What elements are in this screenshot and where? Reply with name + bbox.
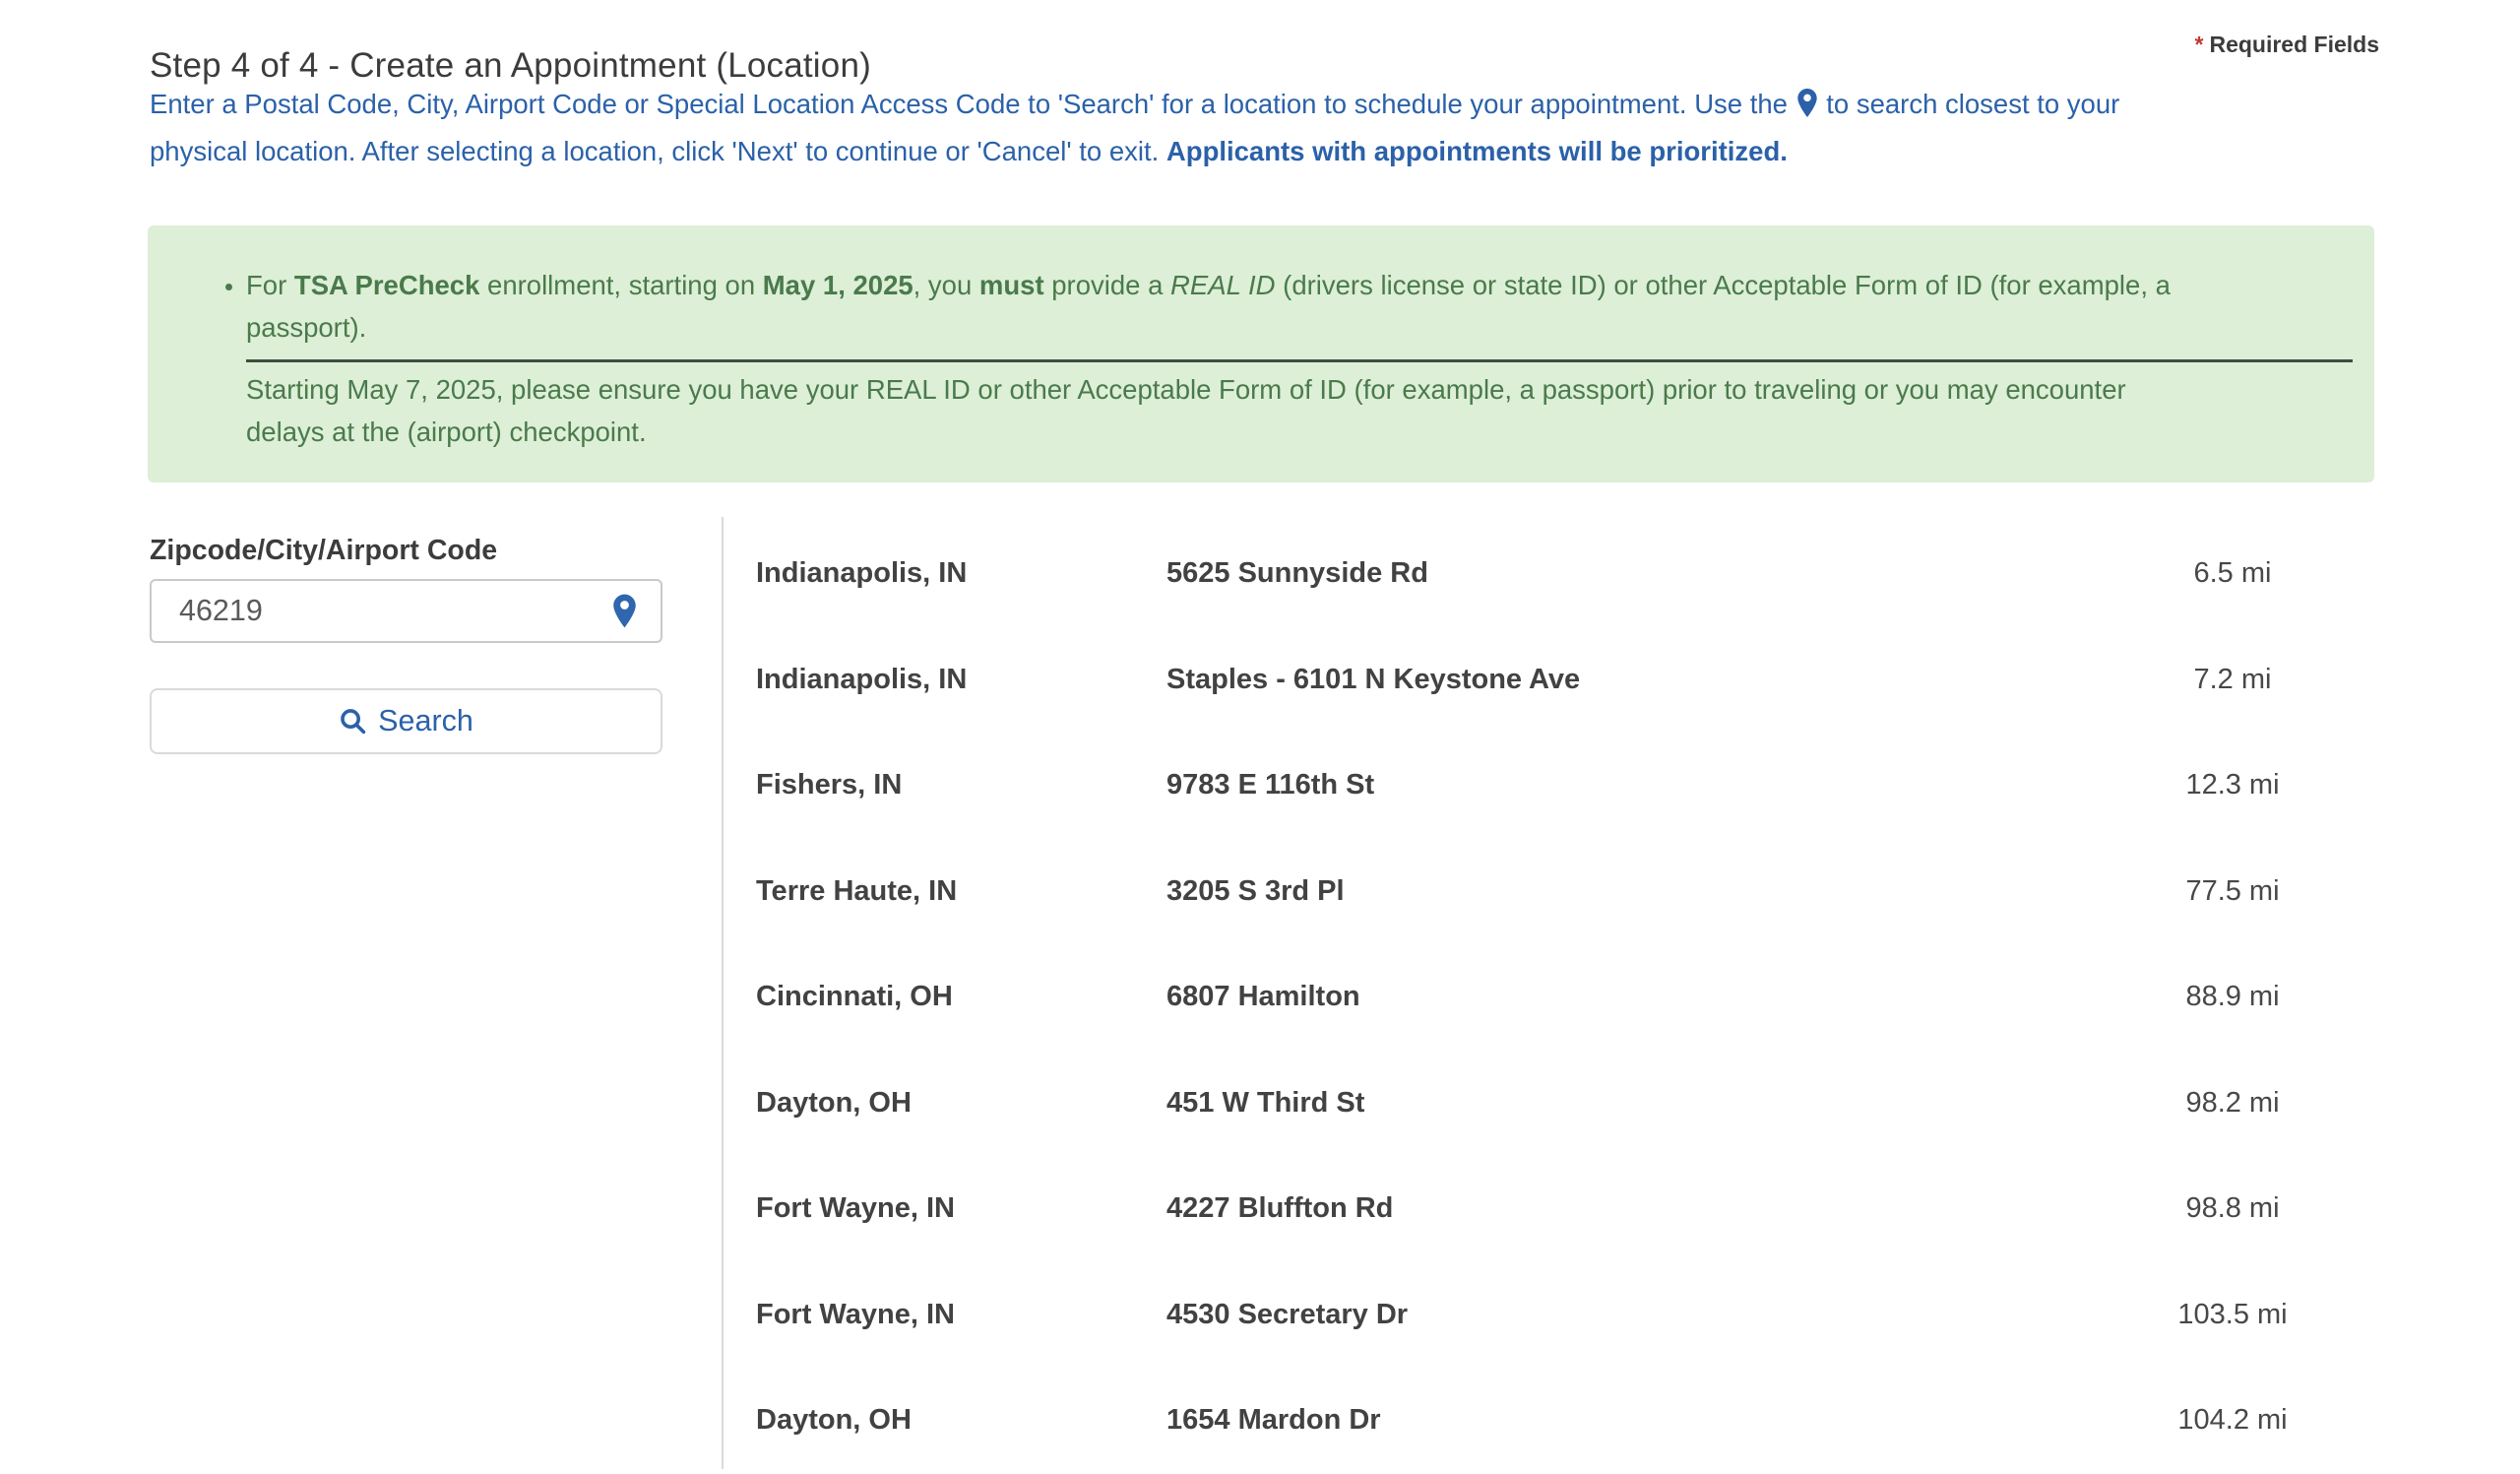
location-row[interactable]: Terre Haute, IN 3205 S 3rd Pl 77.5 mi [756, 839, 2390, 945]
location-distance: 12.3 mi [2185, 769, 2280, 801]
location-row[interactable]: Fort Wayne, IN 4227 Bluffton Rd 98.8 mi [756, 1156, 2390, 1262]
location-city: Dayton, OH [756, 1404, 912, 1437]
location-city: Dayton, OH [756, 1086, 912, 1119]
location-city: Fort Wayne, IN [756, 1298, 955, 1330]
location-row[interactable]: Indianapolis, IN 5625 Sunnyside Rd 6.5 m… [756, 521, 2390, 627]
location-row[interactable]: Cincinnati, OH 6807 Hamilton 88.9 mi [756, 944, 2390, 1051]
location-city: Indianapolis, IN [756, 557, 968, 590]
location-distance: 6.5 mi [2193, 557, 2272, 590]
location-address: 1654 Mardon Dr [1166, 1404, 1381, 1437]
location-row[interactable]: Dayton, OH 451 W Third St 98.2 mi [756, 1051, 2390, 1157]
required-fields-label: Required Fields [2209, 32, 2379, 57]
location-address: Staples - 6101 N Keystone Ave [1166, 663, 1581, 695]
location-row[interactable]: Fishers, IN 9783 E 116th St 12.3 mi [756, 733, 2390, 839]
realid-alert: For TSA PreCheck enrollment, starting on… [148, 225, 2374, 482]
zipcode-input[interactable] [150, 579, 662, 643]
location-distance: 77.5 mi [2185, 874, 2280, 907]
panel-divider [722, 517, 724, 1469]
location-distance: 88.9 mi [2185, 981, 2280, 1013]
location-city: Fishers, IN [756, 769, 903, 801]
location-row[interactable]: Indianapolis, IN Staples - 6101 N Keysto… [756, 627, 2390, 734]
location-distance: 98.8 mi [2185, 1192, 2280, 1225]
location-address: 4227 Bluffton Rd [1166, 1192, 1394, 1225]
required-fields-note: * Required Fields [2195, 32, 2380, 58]
intro-instructions: Enter a Postal Code, City, Airport Code … [150, 88, 2120, 166]
location-row[interactable]: Dayton, OH 1654 Mardon Dr 104.2 mi [756, 1368, 2390, 1474]
location-distance: 7.2 mi [2193, 663, 2272, 695]
location-address: 6807 Hamilton [1166, 981, 1360, 1013]
location-pin-icon [613, 594, 636, 627]
page-title: Step 4 of 4 - Create an Appointment (Loc… [150, 46, 871, 86]
location-city: Indianapolis, IN [756, 663, 968, 695]
zipcode-input-wrap [150, 579, 662, 643]
location-city: Cincinnati, OH [756, 981, 953, 1013]
realid-alert-line1: For TSA PreCheck enrollment, starting on… [246, 270, 2171, 343]
location-address: 3205 S 3rd Pl [1166, 874, 1345, 907]
search-button-label: Search [378, 704, 473, 737]
location-city: Fort Wayne, IN [756, 1192, 955, 1225]
zipcode-label: Zipcode/City/Airport Code [150, 535, 498, 566]
search-icon [341, 709, 366, 735]
realid-alert-item: For TSA PreCheck enrollment, starting on… [246, 264, 2353, 453]
location-pin-icon [1796, 88, 1817, 118]
locations-table: Indianapolis, IN 5625 Sunnyside Rd 6.5 m… [756, 521, 2390, 1474]
location-address: 9783 E 116th St [1166, 769, 1375, 801]
location-address: 5625 Sunnyside Rd [1166, 557, 1428, 590]
location-distance: 103.5 mi [2177, 1298, 2288, 1330]
location-row[interactable]: Fort Wayne, IN 4530 Secretary Dr 103.5 m… [756, 1262, 2390, 1369]
realid-alert-line2: Starting May 7, 2025, please ensure you … [246, 374, 2126, 447]
required-asterisk: * [2194, 32, 2204, 57]
geolocate-button[interactable] [611, 592, 641, 629]
location-address: 451 W Third St [1166, 1086, 1365, 1119]
search-button[interactable]: Search [150, 688, 662, 754]
location-distance: 104.2 mi [2177, 1404, 2288, 1437]
location-distance: 98.2 mi [2185, 1086, 2280, 1119]
alert-divider [246, 359, 2353, 362]
location-city: Terre Haute, IN [756, 874, 958, 907]
location-address: 4530 Secretary Dr [1166, 1298, 1409, 1330]
